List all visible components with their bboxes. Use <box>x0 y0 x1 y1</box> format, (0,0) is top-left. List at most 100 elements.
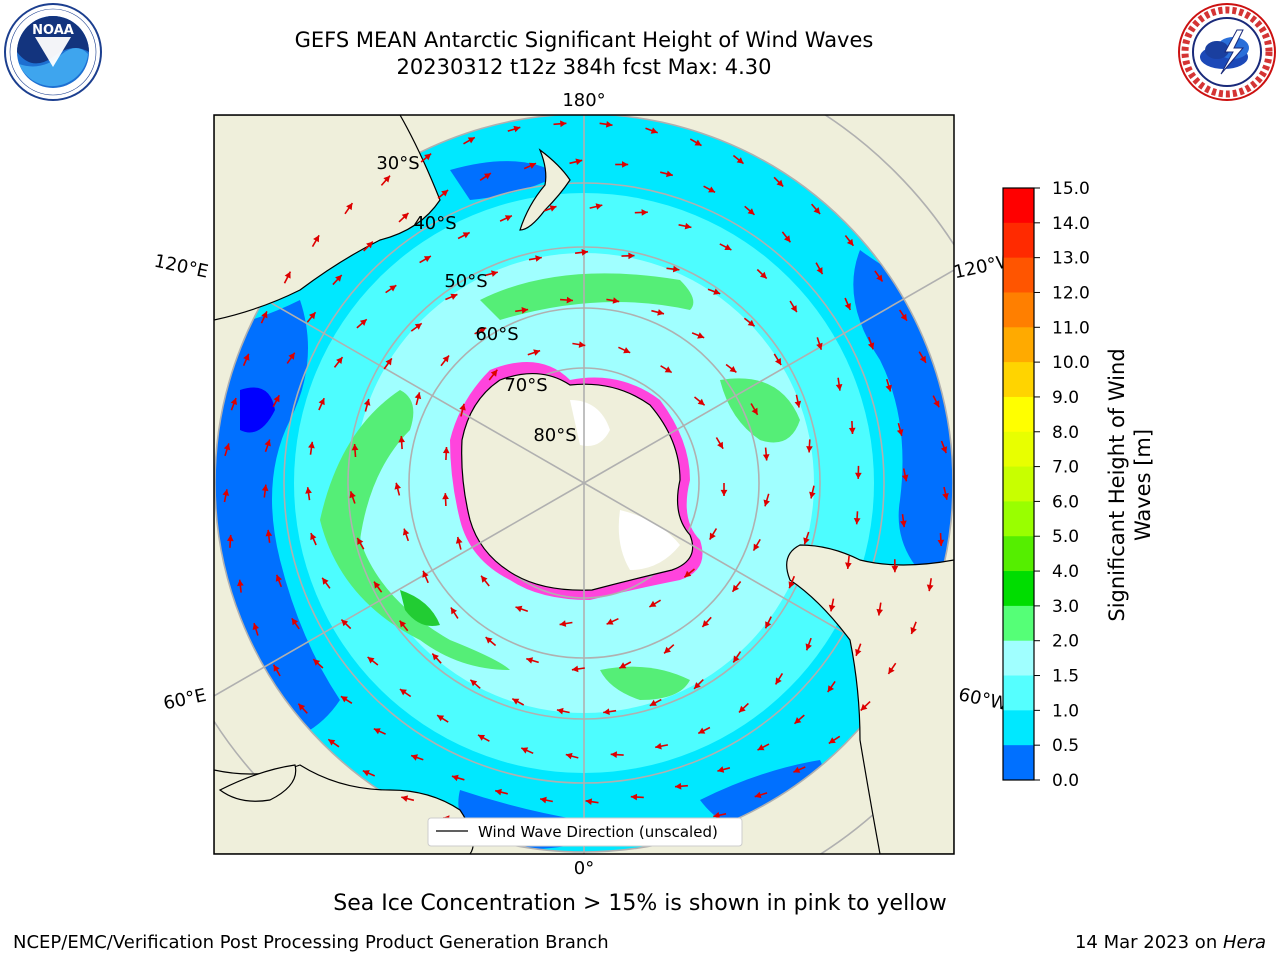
wave-arrow-head <box>512 698 520 705</box>
colorbar-tick-label: 4.0 <box>1052 562 1079 582</box>
colorbar-segment <box>1003 536 1034 572</box>
colorbar-tick-label: 12.0 <box>1052 283 1090 303</box>
colorbar-segment <box>1003 605 1034 642</box>
wave-arrow-head <box>606 618 614 625</box>
wave-arrow-head <box>422 570 429 578</box>
wave-arrow-head <box>809 491 816 499</box>
colorbar-tick-label: 5.0 <box>1052 527 1079 547</box>
wave-arrow-head <box>442 355 449 363</box>
colorbar-tick-label: 1.0 <box>1052 701 1079 721</box>
colorbar-segment <box>1003 327 1034 363</box>
wave-arrow-head <box>603 708 610 715</box>
wave-arrow-head <box>853 518 861 525</box>
wave-arrow-head <box>264 439 271 447</box>
wave-arrow-head <box>867 342 875 350</box>
wave-arrow-head <box>684 570 692 578</box>
wave-arrow-head <box>556 707 564 715</box>
wave-arrow-head <box>805 643 812 651</box>
wave-arrow-head <box>366 241 373 249</box>
wave-arrow-head <box>491 270 498 277</box>
wave-arrow-head <box>709 532 716 540</box>
sea-ice-caption: Sea Ice Concentration > 15% is shown in … <box>333 891 947 916</box>
wave-arrow-head <box>394 482 401 490</box>
colorbar-label-line2: Waves [m] <box>1131 429 1155 541</box>
wave-arrow-head <box>672 265 680 273</box>
colorbar-label-line1: Significant Height of Wind <box>1105 348 1129 621</box>
colorbar-tick-label: 7.0 <box>1052 458 1079 478</box>
wave-arrow-head <box>729 366 737 373</box>
wave-arrow-head <box>559 620 567 627</box>
wave-arrow-head <box>612 297 620 304</box>
wave-arrow-head <box>340 696 348 703</box>
wave-arrow-head <box>942 493 949 500</box>
wave-arrow-head <box>753 543 760 551</box>
wave-arrow-head <box>619 662 627 669</box>
wave-arrow-head <box>845 562 852 569</box>
colorbar-segment <box>1003 640 1034 677</box>
wave-arrow-head <box>855 648 862 656</box>
colorbar-segment <box>1003 222 1034 259</box>
wave-arrow-head <box>451 774 459 782</box>
wave-arrow-head <box>401 795 409 802</box>
wave-arrow-head <box>437 715 445 722</box>
wave-arrow-head <box>373 728 381 735</box>
wave-arrow-head <box>549 205 557 212</box>
colorbar-frame <box>1002 187 1035 781</box>
wave-arrow-head <box>717 766 725 773</box>
wave-arrow-head <box>926 584 934 592</box>
colorbar-segment <box>1003 431 1034 468</box>
wave-arrow-head <box>803 537 810 545</box>
wave-arrow-head <box>495 788 502 796</box>
wave-arrow-head <box>398 436 405 443</box>
wave-arrow-head <box>891 566 899 573</box>
lat-label-60s: 60°S <box>475 324 518 345</box>
wave-arrow-head <box>399 689 407 696</box>
wave-arrow-head <box>816 342 823 350</box>
wave-arrow-head <box>784 235 791 243</box>
wave-arrow-head <box>560 120 567 128</box>
colorbar-ticks: 15.0 14.0 13.0 12.0 11.0 10.0 9.0 8.0 7.0 6.0 5.0 4… <box>1034 179 1090 791</box>
colorbar-segment <box>1003 257 1034 293</box>
wave-arrow-head <box>876 608 883 616</box>
colorbar-tick-label: 14.0 <box>1052 214 1090 234</box>
wave-arrow-head <box>566 296 573 304</box>
wave-arrow-head <box>664 366 672 373</box>
wave-arrow-head <box>762 454 770 461</box>
wave-arrow-head <box>273 664 280 672</box>
wave-arrow-head <box>385 358 392 366</box>
wave-arrow-head <box>423 256 431 262</box>
wave-arrow-head <box>367 657 375 664</box>
wave-arrow-head <box>313 659 321 666</box>
colorbar-tick-label: 0.5 <box>1052 736 1079 756</box>
wave-arrow-head <box>937 539 945 546</box>
wave-arrow-head <box>650 127 658 134</box>
wave-arrow-head <box>828 737 836 744</box>
wave-arrow-head <box>335 275 342 282</box>
wave-arrow-head <box>828 604 836 612</box>
wave-arrow-head <box>713 811 720 819</box>
colorbar-tick-label: 10.0 <box>1052 353 1090 373</box>
colorbar <box>1003 188 1034 781</box>
wave-arrow-head <box>298 703 306 711</box>
wave-arrow-head <box>747 319 755 327</box>
wave-arrow-head <box>535 255 542 262</box>
colorbar-tick-label: 13.0 <box>1052 249 1090 269</box>
wave-arrow-head <box>846 238 854 246</box>
wave-arrow-head <box>933 400 940 408</box>
wave-arrow-head <box>697 332 705 339</box>
nws-logo <box>1178 3 1276 101</box>
australia-landmass <box>214 115 441 321</box>
wave-arrow-head <box>362 770 370 777</box>
wave-arrow-head <box>313 235 320 243</box>
wave-arrow-head <box>515 605 523 613</box>
colorbar-tick-label: 11.0 <box>1052 318 1090 338</box>
wave-arrow-head <box>641 209 648 216</box>
wave-arrow-head <box>717 441 724 449</box>
wave-arrow-head <box>622 161 629 168</box>
noaa-logo: NOAA <box>4 3 102 101</box>
footer-date-text: 14 Mar 2023 on <box>1074 932 1223 953</box>
wave-arrow-head <box>261 484 269 492</box>
wave-arrow-head <box>504 215 512 222</box>
wave-arrow-head <box>424 153 432 161</box>
wave-arrow-head <box>806 446 813 453</box>
